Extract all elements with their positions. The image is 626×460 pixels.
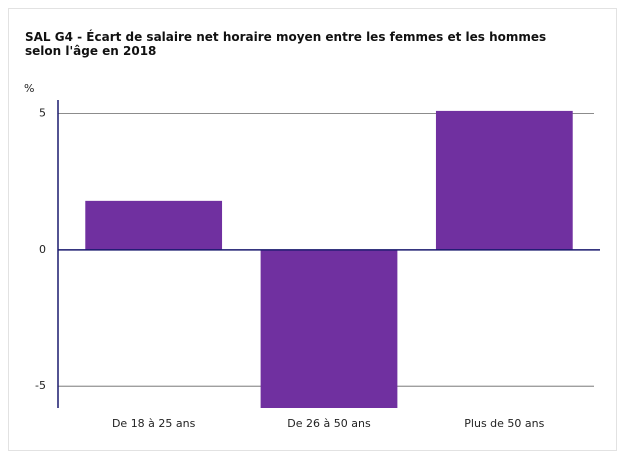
chart-title: SAL G4 - Écart de salaire net horaire mo…	[25, 30, 547, 58]
y-tick-label: 0	[39, 243, 46, 256]
y-axis-label: %	[24, 82, 34, 95]
bar	[435, 110, 573, 250]
bar	[260, 249, 398, 408]
x-tick-label: De 18 à 25 ans	[112, 417, 196, 430]
y-tick-label: 5	[39, 107, 46, 120]
bar	[85, 200, 223, 250]
x-tick-label: Plus de 50 ans	[464, 417, 544, 430]
y-tick-label: -5	[35, 379, 46, 392]
x-tick-label: De 26 à 50 ans	[287, 417, 371, 430]
chart-card	[8, 8, 617, 451]
